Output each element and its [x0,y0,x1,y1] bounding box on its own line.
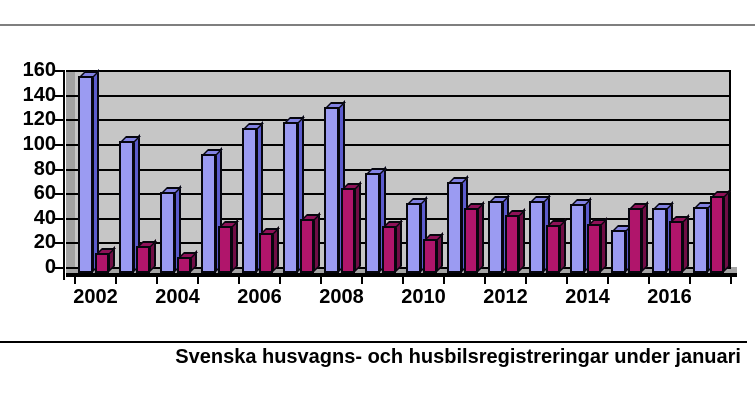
husbilar-bar-2015 [628,208,642,273]
x-axis-tick [648,277,650,284]
y-axis-label: 0 [44,256,56,278]
y-axis-tick [55,119,63,121]
husvagnar-bar-2017 [693,207,708,273]
husvagnar-bar-2015 [611,230,626,273]
y-axis-tick [55,267,63,269]
y-axis-label: 140 [22,84,56,106]
husbilar-bar-2017 [710,196,724,273]
husbilar-bar-2016 [669,221,683,273]
x-axis-label: 2002 [73,286,118,308]
husbilar-bar-2012-side [518,208,525,273]
y-axis-tick [55,242,63,244]
husvagnar-bar-2006 [242,128,257,273]
bottom-rule [0,341,747,343]
x-axis-label: 2010 [401,286,446,308]
y-axis-label: 80 [33,158,56,180]
x-axis-label: 2006 [237,286,282,308]
husbilar-bar-2014 [587,224,601,273]
husbilar-bar-2013 [546,225,560,273]
gridline [66,144,731,146]
y-axis-label: 20 [33,231,56,253]
y-axis-tick [55,95,63,97]
x-axis-tick [730,277,732,284]
x-axis-tick [443,277,445,284]
husbilar-bar-2012 [505,215,519,273]
x-axis-tick [484,277,486,284]
husbilar-bar-2008 [341,188,355,273]
husbilar-bar-2006 [259,233,273,273]
x-axis-tick [74,277,76,284]
x-axis-tick [689,277,691,284]
top-rule [0,24,755,26]
husvagnar-bar-2003 [119,141,134,273]
husbilar-bar-2010 [423,239,437,273]
husbilar-bar-2005 [218,226,232,273]
husvagnar-bar-2014 [570,204,585,273]
husvagnar-bar-2004 [160,192,175,273]
x-axis-tick [607,277,609,284]
husvagnar-bar-2010 [406,203,421,273]
x-axis-label: 2016 [647,286,692,308]
husbilar-bar-2004 [177,257,191,273]
y-axis-label: 60 [33,182,56,204]
gridline [66,95,731,97]
floor [66,267,737,277]
chart-caption: Svenska husvagns- och husbilsregistrerin… [175,346,741,368]
husbilar-bar-2009 [382,226,396,273]
gridline [66,169,731,171]
y-axis-label: 120 [22,108,56,130]
x-axis-tick [525,277,527,284]
x-axis-label: 2008 [319,286,364,308]
husbilar-bar-2002 [95,253,109,273]
husvagnar-bar-2002-side [92,69,99,273]
husbilar-bar-2008-side [354,181,361,273]
y-axis-tick [55,218,63,220]
gridline [66,218,731,220]
husvagnar-bar-2002 [78,76,93,273]
husbilar-bar-2007-side [313,212,320,273]
y-axis-tick [55,70,63,72]
x-axis-tick [238,277,240,284]
husbilar-bar-2003 [136,246,150,273]
husbilar-bar-2015-side [641,201,648,273]
x-axis-tick [402,277,404,284]
y-axis-label: 100 [22,133,56,155]
x-axis-label: 2014 [565,286,610,308]
husbilar-bar-2007 [300,219,314,273]
y-axis-tick [55,193,63,195]
husvagnar-bar-2011 [447,182,462,273]
x-axis-tick [115,277,117,284]
husvagnar-bar-2005 [201,154,216,273]
gridline [66,193,731,195]
registrations-bar-chart: 160 140 120 100 80 60 40 20 0 2002 2004 2006 2008 201… [0,40,755,320]
husvagnar-bar-2013 [529,201,544,273]
x-axis-tick [361,277,363,284]
x-axis-tick [197,277,199,284]
x-axis-label: 2012 [483,286,528,308]
y-axis-line [63,70,65,280]
y-axis-label: 160 [22,59,56,81]
husvagnar-bar-2016 [652,208,667,273]
x-axis-tick [279,277,281,284]
husvagnar-bar-2008 [324,107,339,273]
x-axis-tick [156,277,158,284]
husbilar-bar-2011 [464,208,478,273]
husvagnar-bar-2009 [365,173,380,273]
gridline [66,70,731,72]
y-axis-tick [55,169,63,171]
husbilar-bar-2017-side [723,189,730,273]
husvagnar-bar-2012 [488,201,503,273]
husbilar-bar-2011-side [477,201,484,273]
gridline [66,119,731,121]
x-axis-tick [320,277,322,284]
x-axis-tick [566,277,568,284]
y-axis-label: 40 [33,207,56,229]
x-axis-label: 2004 [155,286,200,308]
husvagnar-bar-2007 [283,122,298,273]
y-axis-tick [55,144,63,146]
